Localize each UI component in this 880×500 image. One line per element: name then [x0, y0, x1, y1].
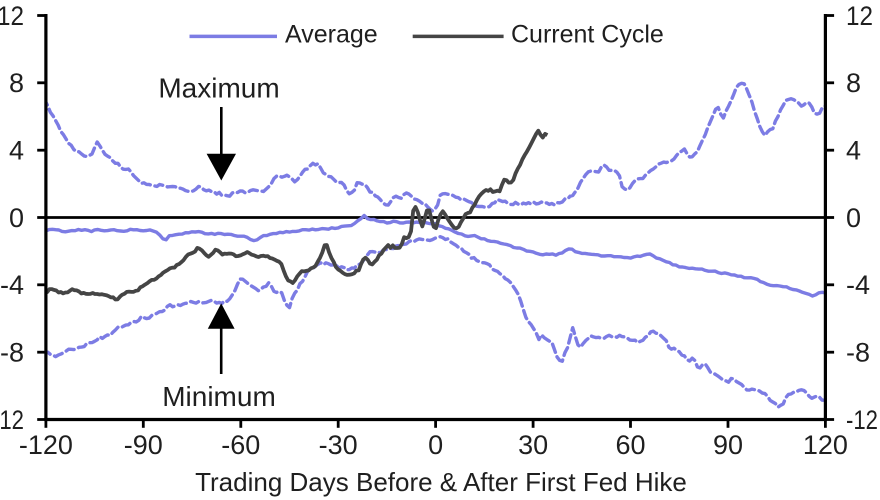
svg-text:0: 0	[9, 203, 24, 233]
svg-text:120: 120	[803, 430, 848, 460]
svg-text:Average: Average	[285, 21, 378, 49]
svg-text:0: 0	[428, 430, 443, 460]
svg-text:-8: -8	[846, 337, 870, 367]
svg-text:Minimum: Minimum	[162, 381, 276, 412]
svg-text:-60: -60	[221, 430, 260, 460]
svg-text:-12: -12	[846, 405, 878, 435]
svg-text:8: 8	[846, 68, 861, 98]
svg-text:-120: -120	[19, 430, 73, 460]
svg-text:12: 12	[846, 1, 873, 31]
svg-text:0: 0	[846, 203, 861, 233]
svg-text:-12: -12	[0, 405, 24, 435]
svg-text:Trading Days Before & After Fi: Trading Days Before & After First Fed Hi…	[195, 467, 687, 497]
svg-text:12: 12	[0, 1, 24, 31]
svg-text:-4: -4	[0, 270, 24, 300]
svg-text:4: 4	[9, 135, 24, 165]
svg-text:90: 90	[713, 430, 743, 460]
svg-text:-30: -30	[319, 430, 358, 460]
svg-text:60: 60	[615, 430, 645, 460]
svg-text:Maximum: Maximum	[158, 73, 279, 104]
svg-text:-4: -4	[846, 270, 870, 300]
svg-text:30: 30	[518, 430, 548, 460]
svg-text:-8: -8	[0, 337, 24, 367]
svg-text:8: 8	[9, 68, 24, 98]
svg-text:Current Cycle: Current Cycle	[511, 21, 664, 49]
svg-text:-90: -90	[124, 430, 163, 460]
svg-text:4: 4	[846, 135, 861, 165]
